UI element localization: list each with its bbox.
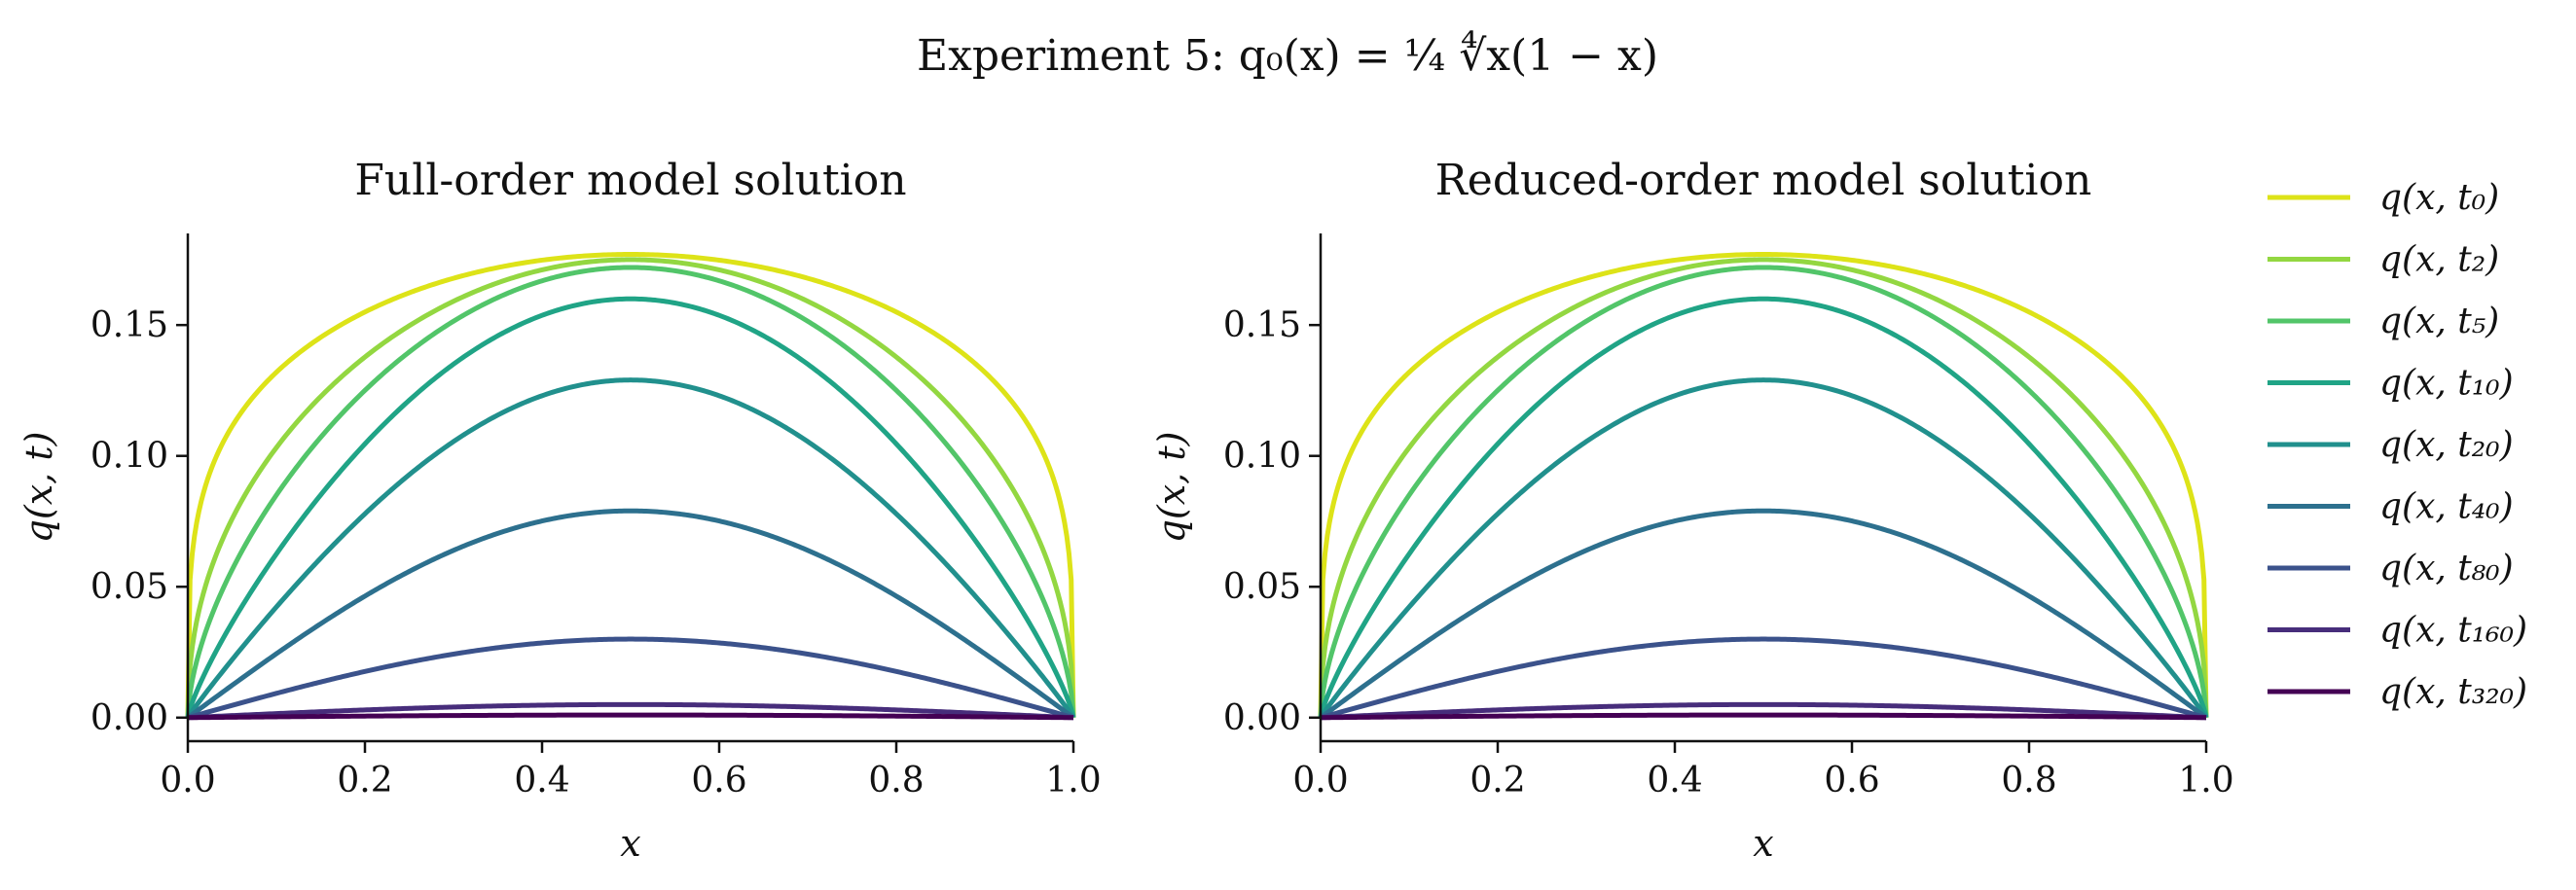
legend-label: q(x, t₃₂₀) [2379, 672, 2527, 712]
series-line-8 [187, 701, 1074, 721]
legend-item: q(x, t₂) [2268, 240, 2499, 280]
legend-label: q(x, t₅) [2379, 302, 2499, 341]
x-tick-label: 0.4 [1647, 761, 1702, 801]
y-tick-label: 0.05 [1223, 567, 1301, 607]
legend-item: q(x, t₈₀) [2268, 549, 2514, 588]
y-tick-label: 0.10 [91, 437, 168, 477]
x-tick-label: 0.6 [691, 761, 746, 801]
legend-item: q(x, t₅) [2268, 302, 2499, 341]
legend-label: q(x, t₁₀) [2379, 364, 2514, 404]
series-line-6 [186, 508, 1075, 720]
series-line-5 [185, 377, 1076, 720]
y-tick-label: 0.15 [91, 305, 168, 345]
legend-item: q(x, t₁₀) [2268, 364, 2514, 404]
x-axis-label: x [620, 822, 640, 865]
y-tick-label: 0.00 [1223, 698, 1301, 738]
legend-label: q(x, t₁₆₀) [2379, 611, 2527, 651]
panel-title: Reduced-order model solution [1435, 156, 2092, 205]
x-tick-label: 0.0 [160, 761, 215, 801]
y-tick-label: 0.10 [1223, 437, 1301, 477]
legend-label: q(x, t₈₀) [2379, 549, 2514, 588]
series-line-6 [1319, 508, 2208, 720]
series-line-5 [1318, 377, 2209, 720]
series-line-2 [185, 257, 1076, 718]
series-line-3 [1318, 265, 2209, 719]
y-tick-label: 0.15 [1223, 305, 1301, 345]
legend-label: q(x, t₄₀) [2379, 487, 2514, 527]
chart-panel-1: Full-order model solution 0.0 0.2 0.4 0.6 0.8… [18, 156, 1102, 865]
x-tick-label: 1.0 [1045, 761, 1101, 801]
y-tick-label: 0.00 [91, 698, 168, 738]
legend-label: q(x, t₀) [2379, 178, 2499, 218]
series-line-9 [187, 712, 1074, 721]
series-line-3 [185, 265, 1076, 719]
x-tick-label: 0.4 [514, 761, 569, 801]
series-line-1 [1318, 252, 2209, 718]
legend-item: q(x, t₃₂₀) [2268, 672, 2527, 712]
series-line-7 [187, 636, 1074, 721]
x-tick-label: 0.0 [1292, 761, 1348, 801]
legend-item: q(x, t₄₀) [2268, 487, 2514, 527]
series-line-8 [1320, 701, 2207, 721]
x-tick-label: 0.8 [868, 761, 924, 801]
x-tick-label: 0.2 [337, 761, 392, 801]
x-tick-label: 1.0 [2178, 761, 2233, 801]
x-tick-label: 0.6 [1824, 761, 1879, 801]
legend-item: q(x, t₂₀) [2268, 425, 2514, 465]
x-axis-label: x [1753, 822, 1773, 865]
series-line-4 [185, 296, 1076, 719]
legend-label: q(x, t₂₀) [2379, 425, 2514, 465]
chart-panels: Full-order model solution 0.0 0.2 0.4 0.6 0.8… [18, 156, 2234, 865]
legend-item: q(x, t₁₆₀) [2268, 611, 2527, 651]
y-axis-label: q(x, t) [1150, 432, 1193, 544]
chart-panel-2: Reduced-order model solution 0.0 0.2 0.4 0.6… [1150, 156, 2234, 865]
figure-suptitle: Experiment 5: q₀(x) = ¼ ∜x(1 − x) [917, 30, 1658, 81]
x-tick-label: 0.8 [2001, 761, 2056, 801]
legend-label: q(x, t₂) [2379, 240, 2499, 280]
panel-title: Full-order model solution [354, 156, 906, 205]
y-axis-label: q(x, t) [18, 432, 60, 544]
series-line-1 [185, 252, 1076, 718]
series-line-9 [1320, 712, 2207, 721]
x-tick-label: 0.2 [1469, 761, 1525, 801]
series-line-4 [1318, 296, 2209, 719]
y-tick-label: 0.05 [91, 567, 168, 607]
legend-item: q(x, t₀) [2268, 178, 2499, 218]
series-line-2 [1318, 257, 2209, 718]
series-line-7 [1320, 636, 2207, 721]
chart-legend: q(x, t₀) q(x, t₂) q(x, t₅) q(x, t₁₀) q(x, t₂… [2268, 178, 2527, 712]
